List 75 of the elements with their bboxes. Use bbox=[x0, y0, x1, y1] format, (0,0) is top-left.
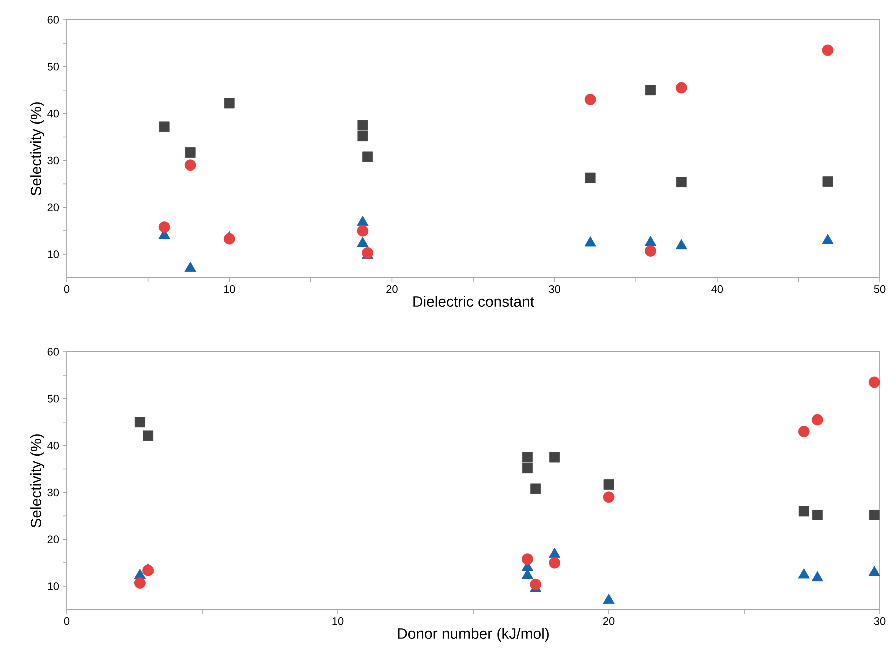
point bbox=[549, 557, 561, 569]
y-axis-title: Selectivity (%) bbox=[30, 434, 44, 528]
y-axis-title: Selectivity (%) bbox=[30, 102, 44, 196]
point bbox=[358, 131, 368, 142]
x-tick-label: 30 bbox=[874, 618, 886, 626]
point bbox=[812, 414, 824, 426]
y-tick-label: 30 bbox=[48, 156, 60, 165]
point bbox=[798, 506, 810, 517]
x-tick-label: 0 bbox=[64, 286, 70, 294]
x-axis-title: Donor number (kJ/mol) bbox=[398, 628, 549, 642]
point bbox=[357, 216, 369, 226]
point bbox=[798, 426, 810, 438]
point bbox=[676, 82, 688, 94]
x-tick-label: 10 bbox=[332, 618, 344, 626]
point bbox=[142, 564, 154, 576]
point bbox=[798, 568, 810, 579]
point bbox=[604, 480, 614, 490]
x-tick-label: 50 bbox=[874, 286, 886, 294]
point bbox=[358, 120, 368, 131]
y-tick-label: 20 bbox=[48, 204, 60, 212]
point bbox=[812, 510, 823, 520]
y-tick-label: 60 bbox=[48, 16, 60, 24]
point bbox=[362, 152, 374, 162]
y-tick-label: 30 bbox=[48, 488, 60, 497]
point bbox=[357, 225, 369, 237]
point bbox=[185, 148, 196, 158]
y-tick-label: 10 bbox=[48, 582, 60, 590]
point bbox=[812, 571, 824, 582]
point bbox=[603, 594, 615, 604]
y-tick-label: 50 bbox=[48, 395, 60, 403]
point bbox=[548, 548, 561, 558]
x-axis-title: Dielectric constant bbox=[414, 296, 534, 308]
point bbox=[357, 237, 369, 248]
point bbox=[550, 452, 560, 463]
point bbox=[530, 484, 542, 494]
y-tick-label: 40 bbox=[48, 110, 60, 118]
point bbox=[224, 233, 236, 245]
x-tick-label: 0 bbox=[64, 618, 70, 626]
point bbox=[644, 236, 657, 246]
point bbox=[585, 172, 596, 184]
point bbox=[822, 176, 834, 188]
y-tick-label: 10 bbox=[48, 250, 60, 258]
point bbox=[134, 417, 146, 428]
point bbox=[143, 430, 154, 442]
point bbox=[134, 578, 146, 589]
point bbox=[822, 234, 834, 244]
point bbox=[184, 262, 196, 272]
point bbox=[868, 566, 880, 576]
point bbox=[646, 85, 656, 96]
x-tick-label: 10 bbox=[224, 286, 236, 294]
y-tick-label: 40 bbox=[48, 442, 60, 450]
point bbox=[869, 510, 880, 520]
point bbox=[158, 222, 170, 234]
point bbox=[645, 246, 656, 257]
point bbox=[822, 44, 834, 56]
point bbox=[159, 122, 170, 132]
point bbox=[676, 239, 688, 250]
point bbox=[224, 98, 235, 109]
point bbox=[522, 463, 533, 474]
x-tick-label: 20 bbox=[386, 286, 398, 294]
y-tick-label: 20 bbox=[48, 536, 60, 544]
point bbox=[868, 376, 880, 388]
y-tick-label: 50 bbox=[48, 63, 60, 71]
x-tick-label: 40 bbox=[712, 286, 724, 294]
point bbox=[184, 160, 196, 172]
x-tick-label: 20 bbox=[603, 618, 615, 626]
point bbox=[603, 492, 615, 504]
point bbox=[584, 94, 596, 106]
point bbox=[522, 452, 533, 463]
y-tick-label: 60 bbox=[48, 348, 60, 356]
point bbox=[676, 177, 687, 188]
point bbox=[584, 236, 596, 247]
point bbox=[522, 554, 534, 566]
x-tick-label: 30 bbox=[549, 286, 560, 294]
point bbox=[530, 578, 542, 590]
